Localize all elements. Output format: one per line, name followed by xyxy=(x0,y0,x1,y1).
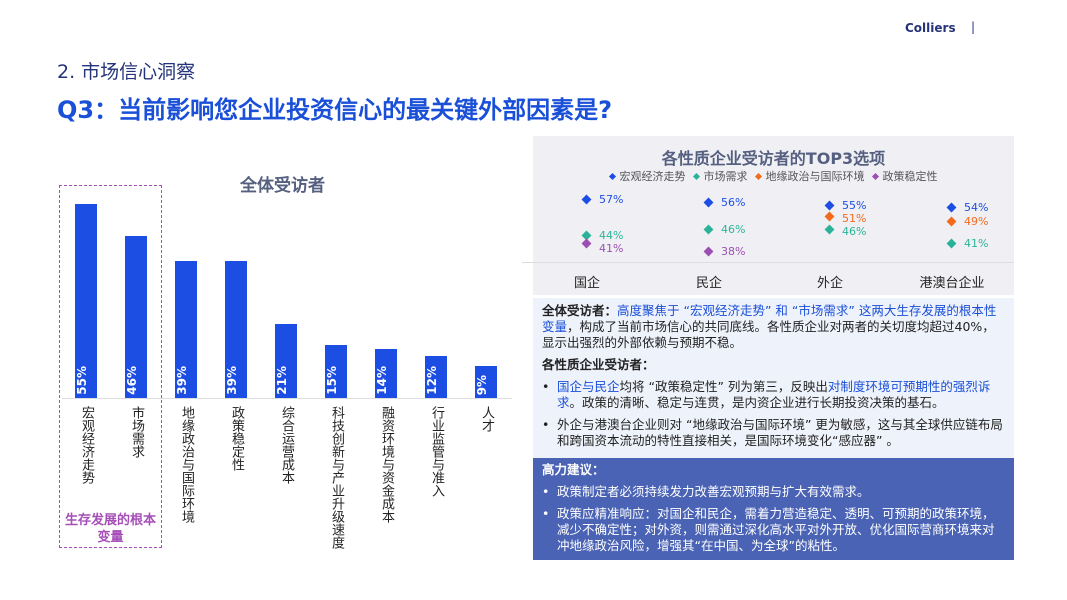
bullet-text: 。政策的清晰、稳定与连贯，是内资企业进行长期投资决策的基石。 xyxy=(569,395,945,410)
group-label: 外企 xyxy=(816,276,843,291)
category-label: 地缘政治与国际环境 xyxy=(179,406,194,523)
bar-value-label: 9% xyxy=(475,374,489,395)
recommendation-item: 政策制定者必须持续发力改善宏观预期与扩大有效需求。 xyxy=(542,484,1005,500)
data-label: 57% xyxy=(599,193,624,206)
data-label: 49% xyxy=(964,215,989,228)
category-label: 融资环境与资金成本 xyxy=(379,406,394,523)
bar-value-label: 39% xyxy=(225,366,239,395)
analysis-overall: 全体受访者：高度聚焦于 “宏观经济走势” 和 “市场需求” 这两大生存发展的根本… xyxy=(542,303,1005,351)
legend-label: 政策稳定性 xyxy=(882,170,938,183)
data-label: 38% xyxy=(721,245,746,259)
analysis-types-head: 各性质企业受访者： xyxy=(542,357,655,372)
bar-value-label: 55% xyxy=(75,366,89,395)
bar: 55% xyxy=(75,204,97,398)
group-label: 港澳台企业 xyxy=(919,276,985,291)
category-label: 政策稳定性 xyxy=(229,406,244,471)
category-label: 市场需求 xyxy=(129,406,144,458)
group-label: 国企 xyxy=(573,276,600,291)
diamond-icon xyxy=(754,172,762,181)
analysis-overall-text: ，构成了当前市场信心的共同底线。各性质企业对两者的关切度均超过40%，显示出强烈… xyxy=(542,319,995,350)
data-label: 51% xyxy=(842,211,867,225)
legend: 宏观经济走势 市场需求 地缘政治与国际环境 政策稳定性 xyxy=(533,168,1014,184)
scatter-chart-title: 各性质企业受访者的TOP3选项 xyxy=(661,149,886,168)
bar: 12% xyxy=(425,355,447,398)
bullet-highlight: 国企与民企 xyxy=(557,379,620,394)
recommendation-item: 政策应精准响应：对国企和民企，需着力营造稳定、透明、可预期的政策环境，减少不确定… xyxy=(542,506,1005,554)
legend-item: 市场需求 xyxy=(692,170,748,183)
data-label: 54% xyxy=(964,201,989,215)
analysis-overall-highlight: 高度聚焦于 “宏观经济走势” 和 “市场需求” 这两大生存发展的根本性变量 xyxy=(542,303,997,334)
recommendation-panel: 高力建议： 政策制定者必须持续发力改善宏观预期与扩大有效需求。 政策应精准响应：… xyxy=(533,458,1014,560)
bar: 15% xyxy=(325,345,347,398)
analysis-bullet: 国企与民企均将 “政策稳定性” 列为第三，反映出对制度环境可预期性的强烈诉求。政… xyxy=(542,379,1005,411)
diamond-icon xyxy=(692,172,700,181)
bullet-highlight: 对制度环境可预期性的强烈诉求 xyxy=(557,379,991,410)
legend-label: 宏观经济走势 xyxy=(619,170,686,183)
analysis-panel: 全体受访者：高度聚焦于 “宏观经济走势” 和 “市场需求” 这两大生存发展的根本… xyxy=(533,298,1014,458)
category-label: 宏观经济走势 xyxy=(79,406,94,484)
recommendation-head: 高力建议： xyxy=(542,462,605,477)
analysis-bullet: 外企与港澳台企业则对 “地缘政治与国际环境” 更为敏感，这与其全球供应链布局和跨… xyxy=(542,417,1005,449)
scatter-panel xyxy=(533,136,1014,295)
data-label: 46% xyxy=(842,224,867,238)
data-label: 55% xyxy=(842,198,867,212)
legend-label: 地缘政治与国际环境 xyxy=(765,170,865,183)
bar-value-label: 21% xyxy=(275,366,289,395)
legend-label: 市场需求 xyxy=(703,170,748,183)
brand-separator: | xyxy=(971,20,976,34)
group-label: 民企 xyxy=(695,276,722,291)
brand-logo: Colliers xyxy=(905,21,956,35)
data-label: 56% xyxy=(721,195,746,209)
category-label: 综合运营成本 xyxy=(279,406,294,484)
bar: 9% xyxy=(475,366,497,398)
category-label: 行业监管与准入 xyxy=(429,406,444,497)
bar-value-label: 39% xyxy=(175,366,189,395)
data-label: 44% xyxy=(599,228,624,242)
bar: 39% xyxy=(225,260,247,398)
category-label: 科技创新与产业升级速度 xyxy=(329,406,344,549)
page-title: Q3：当前影响您企业投资信心的最关键外部因素是? xyxy=(57,96,613,124)
category-label: 人才 xyxy=(479,406,494,432)
legend-item: 地缘政治与国际环境 xyxy=(754,170,865,183)
legend-item: 宏观经济走势 xyxy=(608,170,686,183)
bar: 46% xyxy=(125,236,147,398)
bar-chart-title: 全体受访者 xyxy=(240,176,325,196)
bar: 14% xyxy=(375,348,397,398)
diamond-icon xyxy=(871,172,879,181)
highlight-label: 生存发展的根本变量 xyxy=(64,513,156,545)
bar-value-label: 14% xyxy=(375,366,389,395)
legend-item: 政策稳定性 xyxy=(871,170,938,183)
bar-value-label: 46% xyxy=(125,366,139,395)
data-label: 41% xyxy=(964,237,989,250)
bar: 39% xyxy=(175,260,197,398)
data-label: 41% xyxy=(599,241,624,255)
section-title: 2. 市场信心洞察 xyxy=(57,61,196,83)
highlight-box xyxy=(59,185,162,548)
bar-value-label: 12% xyxy=(425,366,439,395)
scatter-axis xyxy=(522,262,1014,263)
bullet-text: 均将 “政策稳定性” 列为第三，反映出 xyxy=(619,379,828,394)
diamond-icon xyxy=(608,172,616,181)
bar: 21% xyxy=(275,324,297,398)
bar-value-label: 15% xyxy=(325,366,339,395)
x-axis xyxy=(62,398,512,399)
analysis-overall-head: 全体受访者： xyxy=(542,303,618,318)
data-label: 46% xyxy=(721,223,746,237)
